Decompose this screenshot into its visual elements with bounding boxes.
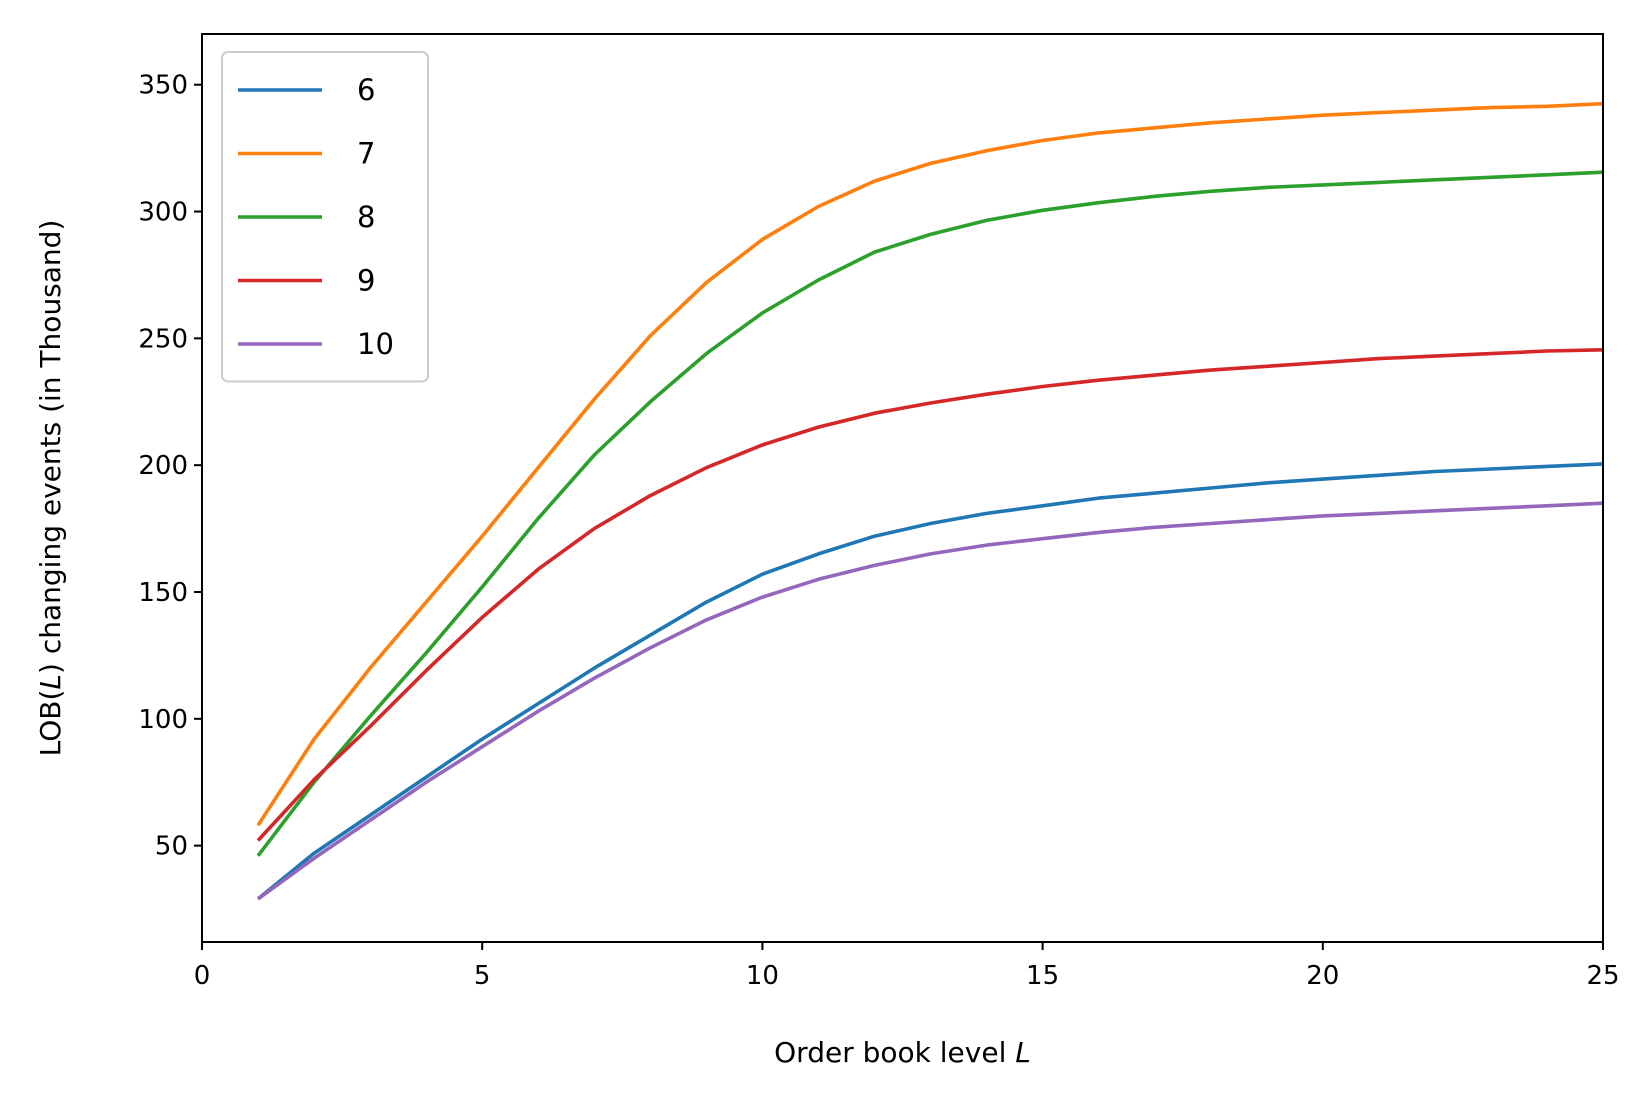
- legend-label-6: 6: [357, 73, 375, 107]
- y-tick-label: 350: [138, 71, 188, 101]
- y-tick-label: 50: [155, 832, 188, 862]
- series-line-6: [256, 462, 1604, 901]
- y-axis-label: LOB(L) changing events (in Thousand): [34, 220, 67, 757]
- x-tick-label: 5: [474, 961, 491, 991]
- series-line-9: [256, 348, 1604, 842]
- y-tick-label: 300: [138, 198, 188, 228]
- series-line-10: [256, 501, 1604, 901]
- y-tick-label: 150: [138, 578, 188, 608]
- legend-label-8: 8: [357, 200, 375, 234]
- series-line-7: [256, 101, 1604, 827]
- axis-ticks: 0 5 10 15 20 25 50 100 150 200 250 300 350: [138, 71, 1619, 991]
- legend-box: [221, 51, 429, 383]
- x-tick-label: 0: [194, 961, 211, 991]
- legend: 6 7 8 9 10: [221, 51, 429, 383]
- plot-frame: [201, 33, 1604, 943]
- x-tick-label: 25: [1586, 961, 1619, 991]
- y-tick-label: 250: [138, 324, 188, 354]
- y-tick-label: 100: [138, 705, 188, 735]
- x-axis-label: Order book level L: [774, 1036, 1031, 1069]
- x-tick-label: 10: [746, 961, 779, 991]
- legend-label-10: 10: [357, 327, 394, 361]
- series-lines: [256, 101, 1604, 901]
- y-tick-label: 200: [138, 451, 188, 481]
- legend-label-7: 7: [357, 137, 375, 171]
- x-tick-label: 15: [1026, 961, 1059, 991]
- x-tick-label: 20: [1306, 961, 1339, 991]
- legend-label-9: 9: [357, 264, 375, 298]
- series-line-8: [256, 170, 1604, 857]
